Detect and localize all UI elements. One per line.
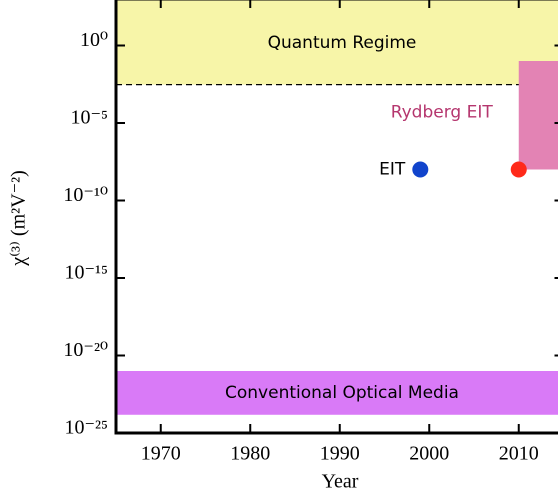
x-tick-label: 2010	[499, 443, 539, 465]
region	[518, 61, 558, 170]
y-tick-label: 10⁻¹⁵	[64, 262, 108, 284]
region	[116, 371, 558, 415]
region-label: Conventional Optical Media	[225, 383, 459, 403]
y-tick-label: 10⁻²⁵	[64, 417, 108, 439]
x-axis-label: Year	[322, 471, 359, 493]
y-tick-label: 10⁻²⁰	[63, 339, 108, 361]
region-label: Rydberg EIT	[391, 102, 494, 122]
x-tick-label: 1990	[320, 443, 360, 465]
data-point	[510, 161, 527, 178]
x-tick-label: 1980	[230, 443, 270, 465]
y-axis-label: χ⁽³⁾ (m²V⁻²)	[8, 170, 30, 267]
y-tick-label: 10⁻⁵	[70, 107, 108, 129]
point-label: EIT	[379, 160, 406, 180]
data-point	[412, 161, 429, 178]
region-label: Quantum Regime	[268, 33, 417, 53]
region	[116, 0, 558, 85]
x-tick-label: 1970	[141, 443, 181, 465]
y-tick-label: 10⁻¹⁰	[63, 184, 108, 206]
y-tick-label: 10⁰	[80, 29, 108, 51]
x-tick-label: 2000	[409, 443, 449, 465]
